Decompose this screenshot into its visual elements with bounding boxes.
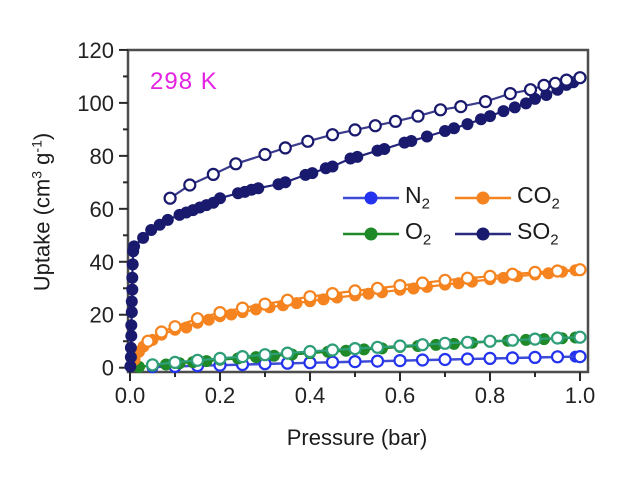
- svg-text:100: 100: [77, 91, 114, 116]
- legend-marker-so2: [455, 227, 511, 240]
- legend-item-n2: N2: [342, 181, 454, 214]
- x-ticks: [129, 372, 581, 381]
- legend-label-so2: SO2: [517, 218, 559, 249]
- svg-text:0.0: 0.0: [115, 383, 146, 408]
- legend-marker-o2: [343, 227, 399, 240]
- legend-item-co2: CO2: [454, 181, 586, 214]
- svg-text:0.2: 0.2: [205, 383, 236, 408]
- legend-marker-co2: [455, 191, 511, 204]
- legend-label-co2: CO2: [517, 182, 560, 213]
- legend: N2 CO2 O2 SO2: [342, 181, 586, 250]
- y-tick-labels: 0 20 40 60 80 100 120: [77, 38, 114, 381]
- svg-text:1.0: 1.0: [565, 383, 596, 408]
- svg-text:0.8: 0.8: [475, 383, 506, 408]
- svg-text:20: 20: [90, 303, 114, 328]
- series-o2-desorption: [145, 330, 587, 372]
- series-co2-desorption: [141, 263, 587, 348]
- plot-frame: [126, 48, 590, 374]
- series-so2-adsorption: [124, 76, 580, 373]
- svg-text:80: 80: [90, 144, 114, 169]
- legend-label-o2: O2: [405, 218, 432, 249]
- svg-text:0.6: 0.6: [385, 383, 416, 408]
- legend-label-n2: N2: [405, 182, 430, 213]
- svg-text:0: 0: [102, 356, 114, 381]
- x-axis-title: Pressure (bar): [286, 425, 428, 450]
- x-tick-labels: 0.0 0.2 0.4 0.6 0.8 1.0: [115, 383, 596, 408]
- series-n2-desorption: [168, 350, 587, 373]
- legend-item-o2: O2: [342, 217, 454, 250]
- y-ticks: [119, 48, 128, 369]
- svg-text:120: 120: [77, 38, 114, 63]
- svg-text:40: 40: [90, 250, 114, 275]
- legend-item-so2: SO2: [454, 217, 586, 250]
- svg-text:0.4: 0.4: [295, 383, 326, 408]
- legend-marker-n2: [343, 191, 399, 204]
- y-axis-title: Uptake (cm3 g-1): [28, 132, 55, 292]
- series-so2-desorption: [163, 71, 587, 205]
- svg-text:60: 60: [90, 197, 114, 222]
- temperature-annotation: 298 K: [150, 68, 218, 95]
